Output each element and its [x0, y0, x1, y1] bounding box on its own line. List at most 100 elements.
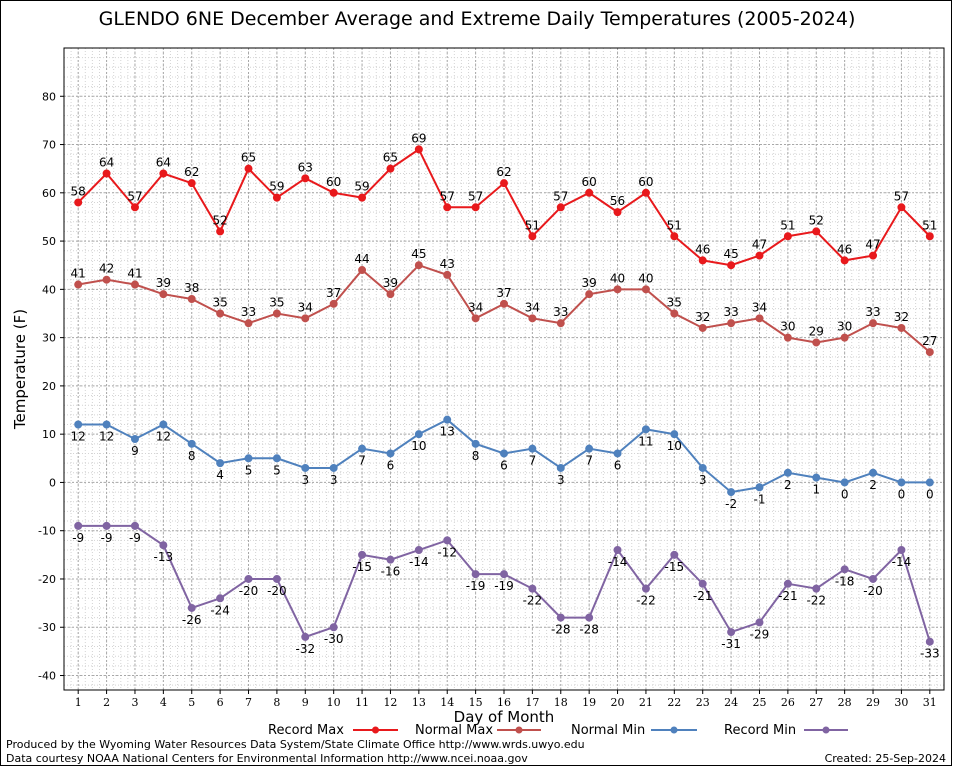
- x-tick-label: 5: [188, 696, 195, 709]
- point-record-max: [386, 164, 395, 173]
- x-tick-label: 13: [412, 696, 426, 709]
- footer-created: Created: 25-Sep-2024: [824, 752, 946, 765]
- x-tick-label: 22: [667, 696, 681, 709]
- data-label-normal-max: 33: [865, 305, 880, 319]
- point-normal-min: [130, 434, 139, 443]
- point-normal-min: [414, 430, 423, 439]
- data-label-record-max: 69: [411, 131, 426, 145]
- data-label-record-min: -33: [920, 647, 940, 661]
- x-tick-label: 30: [894, 696, 908, 709]
- data-label-normal-max: 30: [780, 320, 795, 334]
- data-label-record-max: 60: [326, 175, 341, 189]
- data-label-normal-min: 5: [273, 463, 281, 477]
- data-label-normal-min: -2: [725, 497, 737, 511]
- data-label-normal-min: 5: [245, 463, 253, 477]
- data-label-normal-max: 41: [71, 267, 86, 281]
- point-normal-max: [244, 319, 253, 328]
- data-label-normal-max: 43: [440, 257, 455, 271]
- point-normal-max: [925, 348, 934, 357]
- data-label-record-min: -29: [750, 627, 770, 641]
- data-label-record-max: 60: [638, 175, 653, 189]
- data-label-normal-max: 39: [582, 276, 597, 290]
- point-record-max: [812, 227, 821, 236]
- point-record-max: [301, 174, 310, 183]
- data-label-normal-max: 44: [354, 252, 369, 266]
- point-record-max: [755, 251, 764, 260]
- point-record-min: [187, 603, 196, 612]
- data-label-normal-min: 12: [99, 430, 114, 444]
- data-label-normal-max: 34: [525, 300, 540, 314]
- point-record-max: [414, 145, 423, 154]
- point-record-min: [272, 574, 281, 583]
- footer-produced-by: Produced by the Wyoming Water Resources …: [6, 738, 585, 751]
- data-label-normal-max: 45: [411, 247, 426, 261]
- point-record-max: [670, 232, 679, 241]
- point-record-max: [613, 208, 622, 217]
- point-record-max: [869, 251, 878, 260]
- x-tick-label: 18: [554, 696, 568, 709]
- data-label-normal-min: 1: [812, 483, 820, 497]
- y-tick-label: -40: [38, 670, 56, 683]
- data-label-record-max: 51: [780, 218, 795, 232]
- point-normal-min: [698, 463, 707, 472]
- data-label-normal-min: 8: [472, 449, 480, 463]
- point-record-min: [641, 584, 650, 593]
- data-label-record-min: -26: [182, 613, 202, 627]
- x-tick-label: 17: [525, 696, 539, 709]
- data-label-normal-max: 35: [269, 295, 284, 309]
- data-label-record-min: -9: [129, 531, 141, 545]
- point-record-min: [585, 613, 594, 622]
- point-record-min: [556, 613, 565, 622]
- point-record-min: [613, 546, 622, 555]
- point-record-max: [698, 256, 707, 265]
- point-normal-max: [500, 299, 508, 308]
- data-label-record-min: -15: [352, 560, 372, 574]
- data-label-record-max: 56: [610, 194, 625, 208]
- data-label-record-max: 57: [468, 189, 483, 203]
- data-label-record-max: 57: [127, 189, 142, 203]
- data-label-normal-min: 7: [358, 454, 366, 468]
- point-normal-min: [102, 420, 111, 429]
- point-normal-max: [414, 261, 423, 270]
- data-label-normal-min: 0: [898, 487, 906, 501]
- y-tick-label: 50: [42, 235, 56, 248]
- data-label-normal-max: 38: [184, 281, 199, 295]
- x-tick-label: 19: [582, 696, 596, 709]
- y-tick-label: -30: [38, 621, 56, 634]
- x-tick-label: 4: [160, 696, 167, 709]
- point-record-max: [159, 169, 168, 178]
- x-tick-label: 25: [752, 696, 766, 709]
- point-record-max: [500, 179, 508, 188]
- data-label-normal-min: 7: [585, 454, 593, 468]
- data-label-record-min: -22: [636, 594, 656, 608]
- y-tick-label: 80: [42, 90, 56, 103]
- point-record-min: [414, 546, 423, 555]
- y-tick-label: 10: [42, 428, 56, 441]
- point-normal-max: [585, 290, 594, 299]
- data-label-normal-max: 33: [723, 305, 738, 319]
- data-label-record-min: -13: [154, 550, 174, 564]
- point-normal-max: [187, 295, 196, 304]
- data-label-normal-min: 3: [330, 473, 338, 487]
- point-normal-min: [585, 444, 594, 453]
- data-label-normal-min: 7: [529, 454, 537, 468]
- point-normal-max: [670, 309, 679, 318]
- point-normal-min: [443, 415, 452, 424]
- data-label-record-max: 58: [71, 184, 86, 198]
- data-label-normal-max: 29: [809, 324, 824, 338]
- x-tick-label: 12: [383, 696, 397, 709]
- point-normal-min: [840, 478, 849, 487]
- x-tick-label: 2: [103, 696, 110, 709]
- point-normal-max: [641, 285, 650, 294]
- x-tick-label: 31: [923, 696, 937, 709]
- data-label-record-max: 57: [894, 189, 909, 203]
- point-normal-min: [386, 449, 395, 458]
- point-record-min: [244, 574, 253, 583]
- data-label-normal-max: 32: [894, 310, 909, 324]
- data-label-normal-min: 0: [926, 487, 934, 501]
- x-tick-label: 21: [639, 696, 653, 709]
- x-tick-label: 10: [327, 696, 341, 709]
- x-axis-label: Day of Month: [454, 708, 555, 726]
- point-record-min: [783, 579, 792, 588]
- point-normal-min: [556, 463, 565, 472]
